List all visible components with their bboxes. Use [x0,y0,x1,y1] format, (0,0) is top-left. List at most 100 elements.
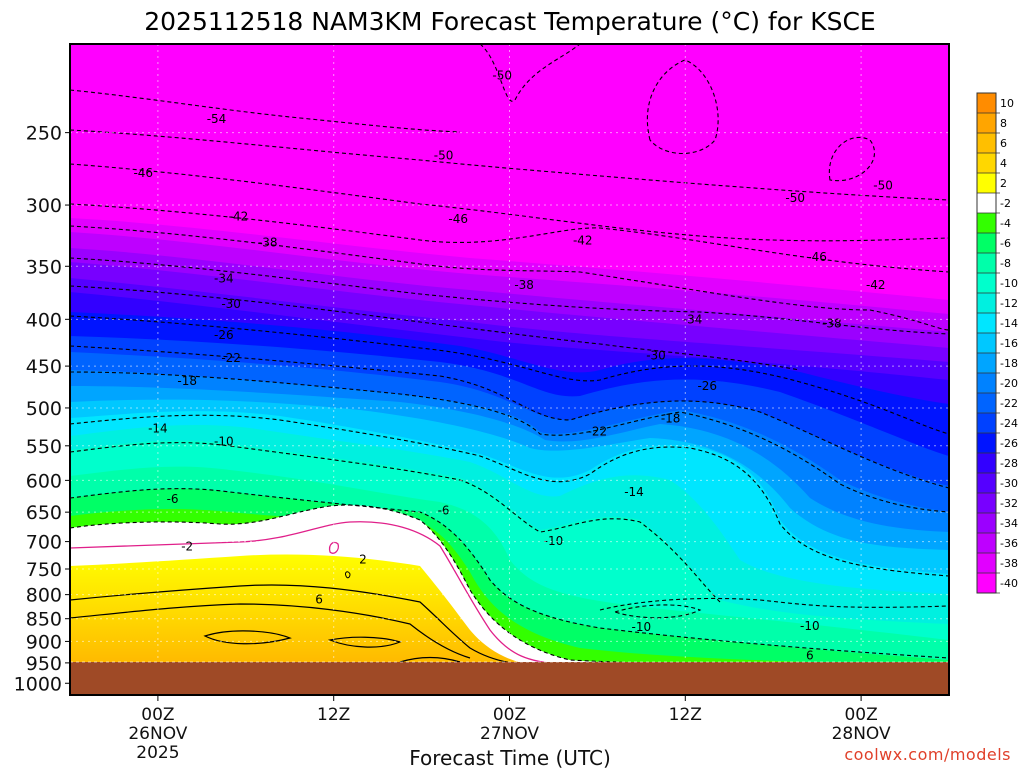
contour-label-group-1: -54 [207,112,227,126]
contour-minus-50-right [828,136,876,182]
contour-label-group-2: -46 [133,166,153,180]
contour-minus-10-low-1 [599,597,949,611]
contour-label-2: -46 [133,166,153,180]
contour-minus-30 [70,285,801,371]
contour-lines-positive [70,521,561,666]
contour-label-group-23: -10 [214,435,234,449]
colorbar-label-4: 2 [1000,177,1007,190]
contour-label-10: -46 [807,250,827,264]
colorbar-label-2: 6 [1000,137,1007,150]
contour-minus-2 [70,504,949,667]
colorbar-label-21: -34 [1000,517,1018,530]
contour-label-8: -38 [258,236,278,250]
y-tick-label-700: 700 [26,532,62,554]
colorbar-label-7: -6 [1000,237,1011,250]
colorbar-swatch-14 [977,373,996,393]
colorbar-swatch-20 [977,493,996,513]
contour-label-group-4: -42 [229,210,249,224]
x-tick-label-4-0: 00Z [844,705,877,725]
colorbar-label-22: -36 [1000,537,1018,550]
colorbar: 10 8 6 4 2 -2 -4 -6 -8 -10 -12 -14 -16 -18 -20 -22 -24 -2… [976,92,1018,594]
contour-labels: -50-54-46-50-42 -46-50-50-38 -42-46-34 -38-… [133,69,892,663]
x-tick-label-2-0: 00Z [493,705,526,725]
contour-label-32: 6 [315,593,323,607]
colorbar-label-10: -12 [1000,297,1018,310]
contour-minus-50 [70,129,949,201]
y-tick-label-600: 600 [26,470,62,492]
colorbar-swatch-18 [977,453,996,473]
contour-label-3: -50 [434,148,454,162]
colorbar-swatch-6 [977,213,996,233]
contour-label-group-19: -30 [646,348,666,362]
x-tick-label-0-2: 2025 [136,743,179,763]
contour-label-28: -14 [624,485,644,499]
contour-label-25: -18 [661,411,681,425]
colorbar-label-16: -24 [1000,417,1018,430]
colorbar-swatch-8 [977,253,996,273]
colorbar-label-24: -40 [1000,577,1018,590]
contour-label-17: -38 [822,316,842,330]
x-axis-label: Forecast Time (UTC) [409,746,611,768]
colorbar-swatch-2 [977,133,996,153]
contour-label-group-8: -38 [258,236,278,250]
contour-label-6: -50 [785,191,805,205]
contour-label-7: -50 [873,179,893,193]
contour-plus-10-c [399,656,461,663]
colorbar-swatch-23 [977,553,996,573]
contour-label-group-10: -46 [807,250,827,264]
colorbar-swatch-13 [977,353,996,373]
ground-fill [70,662,949,695]
contour-minus-10-low-2 [613,604,702,619]
contour-label-group-5: -46 [448,212,468,226]
y-tick-label-950: 950 [26,653,62,675]
contour-label-group-12: -38 [514,278,534,292]
y-tick-label-400: 400 [26,309,62,331]
contour-label-4: -42 [229,210,249,224]
contour-label-group-27: -6 [438,504,450,518]
colorbar-label-8: -8 [1000,257,1011,270]
x-tick-label-1-0: 12Z [317,705,350,725]
contour-label-group-32: 6 [315,593,323,607]
contour-label-group-15: -26 [214,328,234,342]
contour-minus-42 [70,203,949,273]
x-tick-label-4-1: 28NOV [832,724,891,744]
contour-label-13: -42 [866,278,886,292]
x-tick-label-2-1: 27NOV [480,724,539,744]
contour-plus-10 [203,630,292,645]
colorbar-label-17: -26 [1000,437,1018,450]
contour-label-26: -6 [167,492,179,506]
contour-label-30: -10 [544,534,564,548]
contour-lines [70,44,949,667]
contour-minus-38 [70,225,949,331]
colorbar-swatch-11 [977,313,996,333]
contour-label-group-16: -34 [683,312,703,326]
contour-label-group-13: -42 [866,278,886,292]
contour-label-29: -2 [181,540,193,554]
contour-label-group-7: -50 [873,179,893,193]
contour-label-group-9: -42 [573,233,593,247]
contour-label-group-11: -34 [214,271,234,285]
contour-label-group-21: -26 [697,379,717,393]
contour-minus-50-loop [646,59,719,155]
y-tick-label-750: 750 [26,559,62,581]
contour-label-31: 2 [359,552,367,566]
contour-label-18: -22 [221,351,241,365]
colorbar-swatch-19 [977,473,996,493]
contour-minus-6 [70,488,949,659]
contour-label-group-14: -30 [221,297,241,311]
contour-plus-2-pink-small [328,541,340,554]
y-tick-label-850: 850 [26,609,62,631]
chart-title: 2025112518 NAM3KM Forecast Temperature (… [144,7,875,36]
colorbar-label-6: -4 [1000,217,1011,230]
contour-label-21: -26 [697,379,717,393]
y-tick-label-650: 650 [26,502,62,524]
contour-minus-34 [70,257,949,335]
contour-plus-2-black [70,584,531,666]
contour-label-33: -10 [632,620,652,634]
y-tick-label-900: 900 [26,631,62,653]
contour-label-1: -54 [207,112,227,126]
contour-label-19: -30 [646,348,666,362]
contour-minus-26 [70,315,949,435]
colorbar-swatch-0 [977,93,996,113]
